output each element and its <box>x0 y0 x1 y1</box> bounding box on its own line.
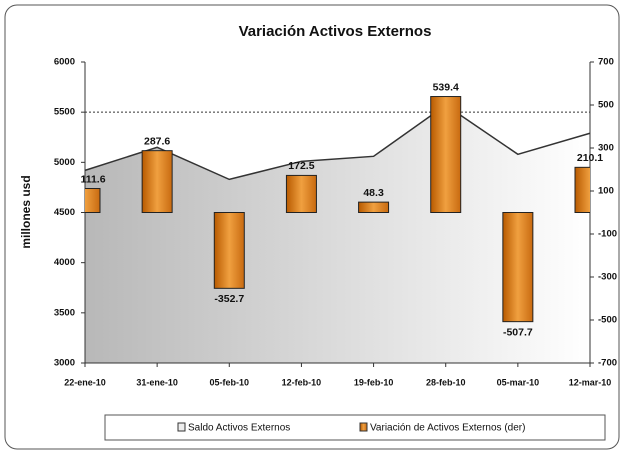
x-tick-label: 28-feb-10 <box>426 377 466 387</box>
y2-tick-label: 700 <box>598 57 614 68</box>
x-tick-label: 05-feb-10 <box>210 377 250 387</box>
bars <box>85 96 590 323</box>
legend-label: Variación de Activos Externos (der) <box>370 423 525 434</box>
data-label: 287.6 <box>144 135 170 147</box>
legend <box>104 414 606 441</box>
y2-tick-label: -300 <box>598 272 617 283</box>
y2-tick-label: 300 <box>598 143 614 154</box>
bar <box>430 96 462 213</box>
y-tick-label: 3500 <box>54 307 75 318</box>
bar <box>85 188 101 213</box>
data-label: -507.7 <box>503 326 533 338</box>
legend-label: Saldo Activos Externos <box>188 423 290 434</box>
bar <box>213 212 245 289</box>
data-label: 172.5 <box>288 160 314 172</box>
y-tick-label: 4000 <box>54 257 75 268</box>
legend-swatch <box>177 422 186 432</box>
bar <box>574 166 590 214</box>
bar <box>285 174 317 214</box>
area <box>85 105 590 363</box>
legend-swatch <box>359 422 368 432</box>
data-label: 539.4 <box>433 81 459 93</box>
data-label: -352.7 <box>214 293 244 305</box>
y-axis-label: millones usd <box>19 175 33 248</box>
bar <box>358 201 390 213</box>
bar <box>502 212 534 323</box>
y2-tick-label: 100 <box>598 186 614 197</box>
data-label: 111.6 <box>80 173 105 185</box>
data-label: 48.3 <box>363 187 384 199</box>
y2-tick-label: -500 <box>598 315 617 326</box>
x-tick-label: 19-feb-10 <box>354 377 394 387</box>
y-tick-label: 3000 <box>54 358 75 369</box>
x-tick-label: 31-ene-10 <box>136 377 178 387</box>
x-tick-label: 12-mar-10 <box>569 377 612 387</box>
y2-tick-label: -700 <box>598 358 617 369</box>
y-tick-label: 4500 <box>54 207 75 218</box>
chart-title: Variación Activos Externos <box>239 23 432 40</box>
y-tick-label: 6000 <box>54 57 75 68</box>
y-tick-label: 5000 <box>54 157 75 168</box>
x-tick-label: 05-mar-10 <box>497 377 540 387</box>
x-tick-label: 22-ene-10 <box>64 377 106 387</box>
y2-tick-label: 500 <box>598 100 614 111</box>
y-tick-label: 5500 <box>54 107 75 118</box>
data-label: 210.1 <box>577 152 603 164</box>
bar <box>141 150 173 213</box>
x-tick-label: 12-feb-10 <box>282 377 322 387</box>
y2-tick-label: -100 <box>598 229 617 240</box>
